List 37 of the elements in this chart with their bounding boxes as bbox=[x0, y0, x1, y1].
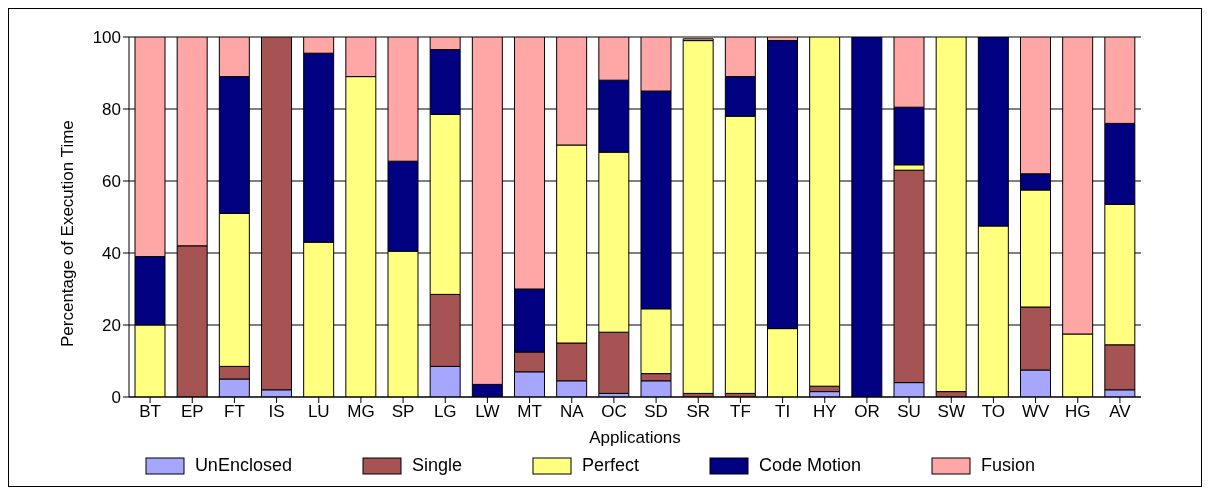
y-tick-label: 60 bbox=[102, 172, 121, 192]
x-tick-label: SW bbox=[937, 402, 965, 422]
x-tick-label: OR bbox=[854, 402, 880, 422]
legend-label: Perfect bbox=[581, 455, 640, 476]
x-tick-label: IS bbox=[268, 402, 285, 422]
x-tick-label: LU bbox=[307, 402, 330, 422]
x-tick-label: MT bbox=[517, 402, 542, 422]
legend-label: UnEnclosed bbox=[194, 455, 292, 476]
x-tick-label: WV bbox=[1021, 402, 1050, 422]
legend-label: Fusion bbox=[981, 455, 1036, 476]
x-tick-label: TO bbox=[981, 402, 1006, 422]
x-tick-label: BT bbox=[139, 402, 161, 422]
legend-label: Single bbox=[411, 455, 462, 476]
legend-label: Code Motion bbox=[759, 455, 862, 476]
y-tick-label: 20 bbox=[102, 316, 121, 336]
x-tick-label: SU bbox=[897, 402, 921, 422]
x-tick-label: MG bbox=[347, 402, 375, 422]
x-tick-label: HG bbox=[1065, 402, 1091, 422]
x-tick-label: SR bbox=[686, 402, 711, 422]
x-tick-label: EP bbox=[180, 402, 204, 422]
y-tick-label: 100 bbox=[92, 28, 121, 48]
x-tick-label: SD bbox=[644, 402, 668, 422]
x-axis-title: Applications bbox=[589, 428, 681, 447]
x-tick-label: OC bbox=[601, 402, 627, 422]
x-tick-label: TF bbox=[730, 402, 751, 422]
y-tick-label: 80 bbox=[102, 100, 121, 120]
x-tick-label: FT bbox=[224, 402, 245, 422]
y-axis-title: Percentage of Execution Time bbox=[58, 120, 78, 347]
x-tick-label: NA bbox=[559, 402, 585, 422]
x-tick-label: AV bbox=[1109, 402, 1132, 422]
x-tick-label: TI bbox=[775, 402, 791, 422]
y-tick-label: 40 bbox=[102, 244, 121, 264]
x-tick-label: LG bbox=[433, 402, 457, 422]
x-tick-label: LW bbox=[475, 402, 500, 422]
y-tick-label: 0 bbox=[111, 388, 121, 408]
x-tick-label: HY bbox=[812, 402, 837, 422]
x-tick-label: SP bbox=[391, 402, 415, 422]
